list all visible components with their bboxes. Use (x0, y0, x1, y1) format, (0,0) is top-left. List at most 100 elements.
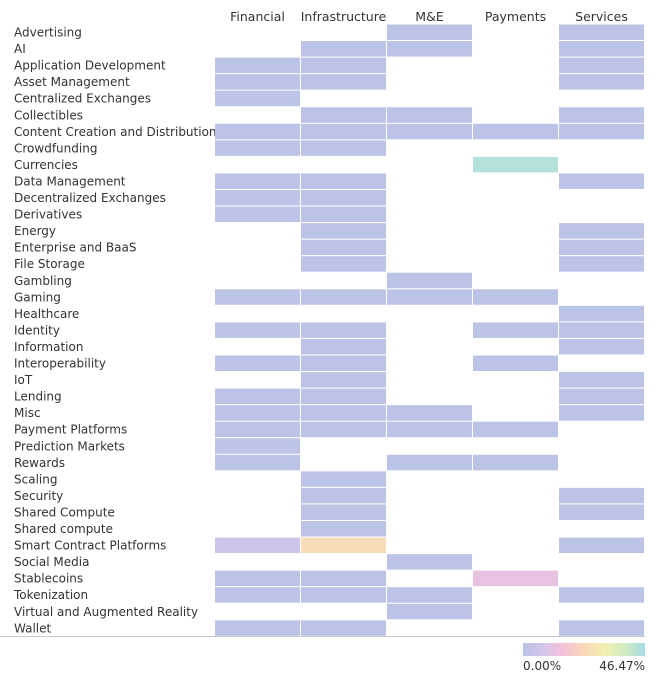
heatmap-cell-identity-financial[interactable] (215, 322, 300, 338)
heatmap-cell-asset-management-infrastructure[interactable] (301, 74, 386, 90)
heatmap-cell-advertising-services[interactable] (559, 24, 644, 41)
heatmap-cell-wallet-infrastructure[interactable] (301, 620, 386, 636)
heatmap-cell-payment-platforms-infrastructure[interactable] (301, 421, 386, 438)
heatmap-cell-energy-infrastructure[interactable] (301, 223, 386, 239)
heatmap-cell-derivatives-financial[interactable] (215, 206, 300, 223)
heatmap-cell-crowdfunding-financial[interactable] (215, 140, 300, 156)
heatmap-cell-asset-management-financial[interactable] (215, 74, 300, 90)
heatmap-cell-stablecoins-infrastructure[interactable] (301, 570, 386, 587)
heatmap-cell-misc-infrastructure[interactable] (301, 405, 386, 421)
heatmap-cell-wallet-services[interactable] (559, 620, 644, 636)
row-label-application-development: Application Development (14, 59, 166, 73)
heatmap-cell-identity-payments[interactable] (473, 322, 558, 338)
heatmap-cell-lending-services[interactable] (559, 388, 644, 405)
heatmap-cell-gaming-infrastructure[interactable] (301, 289, 386, 305)
heatmap-cell-security-services[interactable] (559, 487, 644, 504)
heatmap-cell-social-media-mande[interactable] (387, 554, 472, 570)
heatmap-cell-application-development-services[interactable] (559, 57, 644, 74)
heatmap-cell-collectibles-mande[interactable] (387, 107, 472, 123)
heatmap-cell-rewards-mande[interactable] (387, 454, 472, 471)
heatmap-cell-data-management-infrastructure[interactable] (301, 173, 386, 189)
heatmap-cell-gaming-payments[interactable] (473, 289, 558, 305)
heatmap-cell-healthcare-services[interactable] (559, 305, 644, 322)
color-legend: 0.00% 46.47% (523, 643, 645, 673)
heatmap-cell-misc-services[interactable] (559, 405, 644, 421)
heatmap-cell-enterprise-and-baas-infrastructure[interactable] (301, 239, 386, 256)
heatmap-cell-prediction-markets-financial[interactable] (215, 438, 300, 454)
heatmap-cell-payment-platforms-payments[interactable] (473, 421, 558, 438)
heatmap-cell-payment-platforms-mande[interactable] (387, 421, 472, 438)
heatmap-cell-misc-mande[interactable] (387, 405, 472, 421)
heatmap-cell-derivatives-infrastructure[interactable] (301, 206, 386, 223)
row-label-smart-contract-platforms: Smart Contract Platforms (14, 539, 166, 553)
row-label-shared-compute: Shared Compute (14, 505, 115, 519)
heatmap-cell-iot-infrastructure[interactable] (301, 372, 386, 388)
heatmap-cell-application-development-financial[interactable] (215, 57, 300, 74)
heatmap-cell-data-management-services[interactable] (559, 173, 644, 189)
heatmap-cell-interoperability-infrastructure[interactable] (301, 355, 386, 372)
heatmap-cell-gaming-mande[interactable] (387, 289, 472, 305)
heatmap-cell-tokenization-financial[interactable] (215, 587, 300, 603)
row-label-crowdfunding: Crowdfunding (14, 141, 97, 155)
heatmap-cell-tokenization-mande[interactable] (387, 587, 472, 603)
heatmap-cell-scaling-infrastructure[interactable] (301, 471, 386, 487)
heatmap-cell-smart-contract-platforms-services[interactable] (559, 537, 644, 554)
heatmap-cell-content-creation-and-distribution-financial[interactable] (215, 123, 300, 140)
heatmap-cell-ai-infrastructure[interactable] (301, 41, 386, 57)
heatmap-cell-lending-infrastructure[interactable] (301, 388, 386, 405)
heatmap-cell-interoperability-payments[interactable] (473, 355, 558, 372)
legend-color-bar (523, 643, 645, 656)
row-label-virtual-and-augmented-reality: Virtual and Augmented Reality (14, 605, 198, 619)
heatmap-cell-identity-infrastructure[interactable] (301, 322, 386, 338)
heatmap-cell-ai-services[interactable] (559, 41, 644, 57)
heatmap-cell-iot-services[interactable] (559, 372, 644, 388)
heatmap-cell-virtual-and-augmented-reality-mande[interactable] (387, 603, 472, 620)
heatmap-cell-decentralized-exchanges-financial[interactable] (215, 190, 300, 206)
heatmap-cell-wallet-financial[interactable] (215, 620, 300, 636)
heatmap-cell-misc-financial[interactable] (215, 405, 300, 421)
heatmap-cell-content-creation-and-distribution-mande[interactable] (387, 123, 472, 140)
heatmap-cell-interoperability-financial[interactable] (215, 355, 300, 372)
heatmap-cell-application-development-infrastructure[interactable] (301, 57, 386, 74)
heatmap-cell-decentralized-exchanges-infrastructure[interactable] (301, 190, 386, 206)
heatmap-cell-shared-compute-infrastructure[interactable] (301, 521, 386, 537)
row-label-asset-management: Asset Management (14, 75, 130, 89)
heatmap-cell-stablecoins-financial[interactable] (215, 570, 300, 587)
heatmap-cell-shared-compute-infrastructure[interactable] (301, 504, 386, 520)
heatmap-cell-asset-management-services[interactable] (559, 74, 644, 90)
heatmap-cell-identity-services[interactable] (559, 322, 644, 338)
heatmap-cell-enterprise-and-baas-services[interactable] (559, 239, 644, 256)
heatmap-cell-tokenization-services[interactable] (559, 587, 644, 603)
heatmap-cell-data-management-financial[interactable] (215, 173, 300, 189)
heatmap-cell-security-infrastructure[interactable] (301, 487, 386, 504)
heatmap-cell-gaming-financial[interactable] (215, 289, 300, 305)
heatmap-cell-collectibles-services[interactable] (559, 107, 644, 123)
heatmap-cell-information-services[interactable] (559, 338, 644, 355)
heatmap-cell-smart-contract-platforms-financial[interactable] (215, 537, 300, 554)
heatmap-cell-payment-platforms-financial[interactable] (215, 421, 300, 438)
heatmap-cell-rewards-financial[interactable] (215, 454, 300, 471)
row-label-gaming: Gaming (14, 290, 61, 304)
heatmap-cell-collectibles-infrastructure[interactable] (301, 107, 386, 123)
heatmap-cell-stablecoins-payments[interactable] (473, 570, 558, 587)
heatmap-cell-information-infrastructure[interactable] (301, 338, 386, 355)
heatmap-cell-content-creation-and-distribution-payments[interactable] (473, 123, 558, 140)
row-label-lending: Lending (14, 390, 62, 404)
heatmap-cell-tokenization-infrastructure[interactable] (301, 587, 386, 603)
heatmap-cell-ai-mande[interactable] (387, 41, 472, 57)
column-header-payments: Payments (485, 9, 546, 24)
heatmap-cell-gambling-mande[interactable] (387, 272, 472, 289)
heatmap-cell-energy-services[interactable] (559, 223, 644, 239)
heatmap-cell-content-creation-and-distribution-services[interactable] (559, 123, 644, 140)
heatmap-cell-file-storage-services[interactable] (559, 256, 644, 272)
heatmap-cell-currencies-payments[interactable] (473, 156, 558, 173)
heatmap-cell-crowdfunding-infrastructure[interactable] (301, 140, 386, 156)
heatmap-cell-advertising-mande[interactable] (387, 24, 472, 41)
heatmap-cell-file-storage-infrastructure[interactable] (301, 256, 386, 272)
heatmap-cell-lending-financial[interactable] (215, 388, 300, 405)
heatmap-cell-smart-contract-platforms-infrastructure[interactable] (301, 537, 386, 554)
heatmap-cell-content-creation-and-distribution-infrastructure[interactable] (301, 123, 386, 140)
heatmap-cell-rewards-payments[interactable] (473, 454, 558, 471)
heatmap-cell-centralized-exchanges-financial[interactable] (215, 90, 300, 107)
heatmap-cell-shared-compute-services[interactable] (559, 504, 644, 520)
